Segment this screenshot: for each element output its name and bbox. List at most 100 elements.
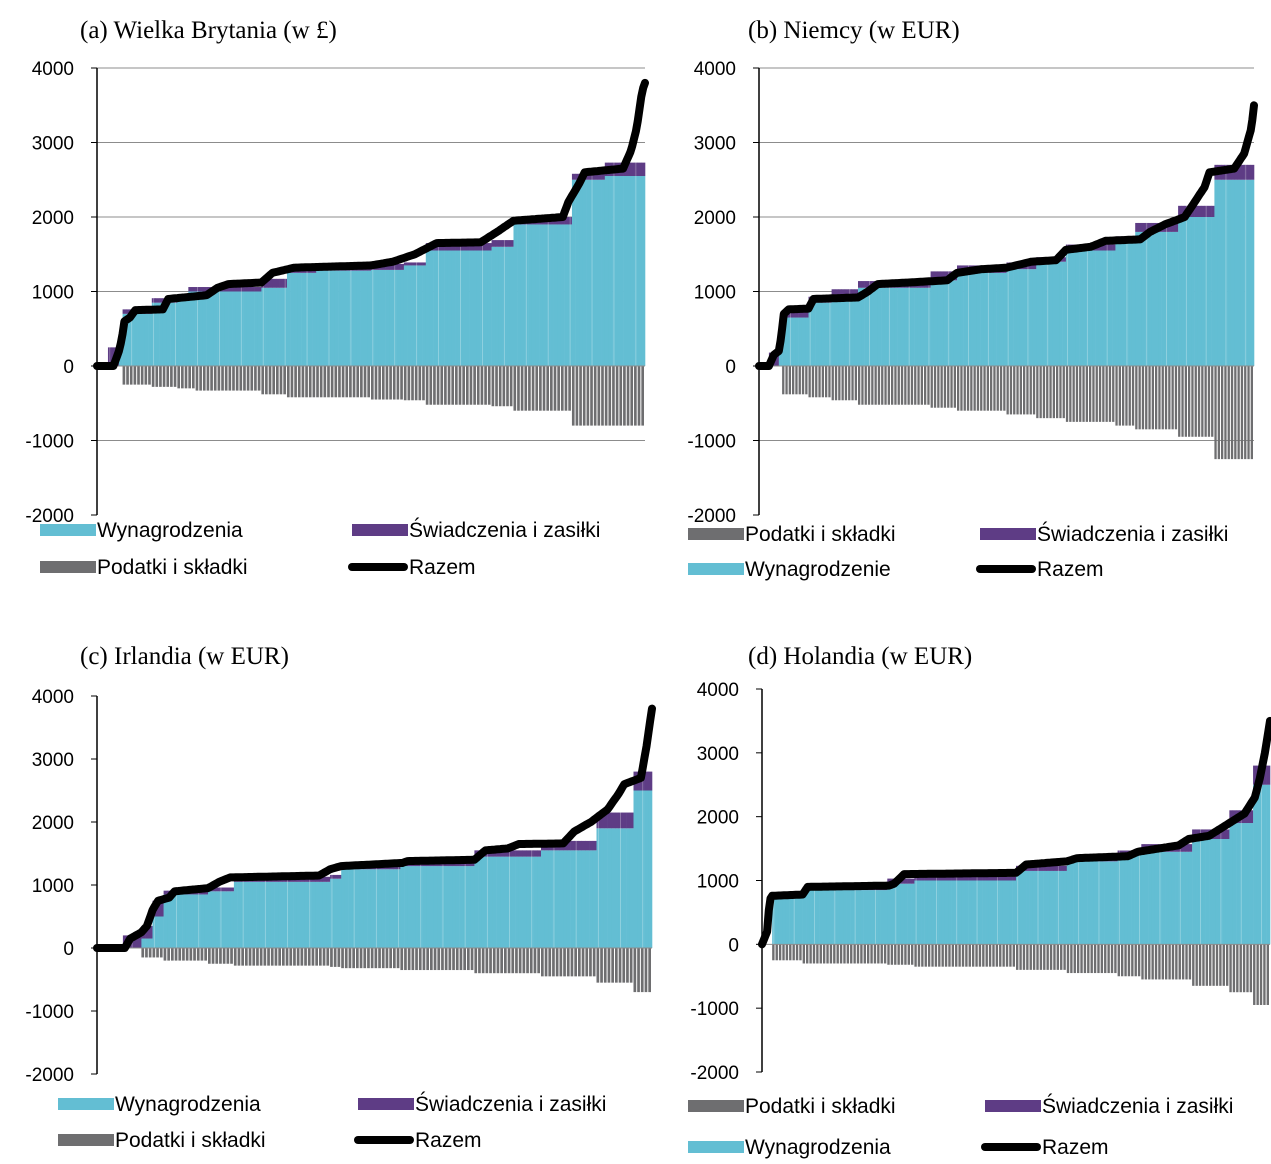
bar-taxes bbox=[883, 944, 887, 964]
bar-taxes bbox=[871, 366, 874, 405]
bar-taxes bbox=[193, 948, 196, 961]
bar-taxes bbox=[433, 948, 437, 971]
bar-wages bbox=[1242, 823, 1247, 945]
bar-taxes bbox=[825, 366, 828, 398]
bar-taxes bbox=[1009, 366, 1013, 415]
bar-wages bbox=[316, 270, 321, 366]
bar-taxes bbox=[965, 944, 968, 967]
bar-taxes bbox=[178, 948, 182, 961]
bar-taxes bbox=[961, 944, 965, 967]
bar-taxes bbox=[982, 944, 985, 967]
bar-wages bbox=[1195, 839, 1200, 945]
bar-taxes bbox=[597, 366, 601, 426]
bar-taxes bbox=[265, 366, 268, 395]
bar-taxes bbox=[155, 366, 159, 387]
bar-wages bbox=[360, 270, 364, 366]
bar-taxes bbox=[805, 366, 808, 395]
bar-benefits bbox=[566, 840, 571, 851]
bar-taxes bbox=[1141, 944, 1144, 980]
bar-taxes bbox=[792, 944, 795, 961]
bar-benefits bbox=[568, 217, 573, 225]
bar-wages bbox=[881, 287, 885, 366]
bar-benefits bbox=[1197, 205, 1202, 217]
bar-benefits bbox=[396, 263, 401, 270]
bar-taxes bbox=[267, 948, 270, 966]
bar-wages bbox=[585, 850, 590, 948]
bar-taxes bbox=[914, 944, 917, 967]
bar-benefits bbox=[163, 890, 168, 895]
bar-benefits bbox=[1253, 765, 1257, 785]
bar-benefits bbox=[641, 162, 646, 177]
bar-wages bbox=[1151, 851, 1156, 945]
bar-taxes bbox=[518, 948, 522, 974]
bar-wages bbox=[963, 272, 968, 366]
bar-benefits bbox=[951, 876, 956, 881]
legend-label: Świadczenia i zasiłki bbox=[1042, 1094, 1233, 1118]
bar-benefits bbox=[1225, 829, 1230, 840]
bar-taxes bbox=[122, 366, 126, 385]
bar-wages bbox=[1137, 854, 1142, 945]
bar-benefits bbox=[648, 771, 653, 791]
bar-taxes bbox=[452, 948, 455, 971]
bar-taxes bbox=[641, 366, 644, 426]
bar-wages bbox=[481, 856, 486, 948]
legend-swatch bbox=[58, 1098, 114, 1110]
bar-taxes bbox=[816, 944, 819, 964]
bar-taxes bbox=[1110, 944, 1114, 974]
bar-wages bbox=[890, 883, 895, 945]
bar-wages bbox=[191, 291, 196, 366]
bar-taxes bbox=[970, 366, 973, 411]
bar-taxes bbox=[904, 366, 907, 405]
bar-wages bbox=[1253, 784, 1257, 945]
bar-wages bbox=[856, 890, 861, 945]
bar-wages bbox=[1026, 269, 1030, 366]
bar-taxes bbox=[930, 366, 933, 408]
bar-wages bbox=[1207, 217, 1212, 366]
bar-taxes bbox=[1029, 944, 1032, 970]
bar-wages bbox=[1104, 861, 1108, 945]
bar-wages bbox=[1168, 851, 1173, 945]
bar-taxes bbox=[159, 366, 162, 387]
bar-wages bbox=[163, 894, 168, 948]
bar-taxes bbox=[1205, 944, 1209, 986]
bar-benefits bbox=[858, 281, 862, 288]
bar-taxes bbox=[407, 366, 411, 401]
bar-wages bbox=[1039, 261, 1044, 366]
bar-taxes bbox=[880, 944, 883, 964]
bar-taxes bbox=[1168, 944, 1171, 980]
bar-taxes bbox=[828, 366, 831, 398]
bar-benefits bbox=[500, 850, 505, 857]
bar-wages bbox=[1026, 870, 1030, 945]
bar-taxes bbox=[415, 948, 418, 971]
y-tick-label: 3000 bbox=[694, 134, 736, 155]
bar-taxes bbox=[1195, 944, 1198, 986]
bar-wages bbox=[526, 856, 531, 948]
bar-taxes bbox=[196, 948, 200, 961]
bar-taxes bbox=[367, 948, 370, 969]
bar-wages bbox=[851, 295, 855, 366]
bar-wages bbox=[1171, 231, 1176, 366]
bar-taxes bbox=[441, 948, 444, 971]
bar-taxes bbox=[999, 944, 1002, 967]
bar-taxes bbox=[637, 948, 640, 993]
bar-wages bbox=[304, 881, 309, 948]
total-line bbox=[93, 704, 656, 952]
bar-taxes bbox=[188, 366, 191, 389]
bar-wages bbox=[447, 250, 452, 366]
bar-wages bbox=[1263, 784, 1267, 945]
bar-wages bbox=[850, 890, 854, 945]
bar-taxes bbox=[282, 948, 285, 966]
bar-benefits bbox=[511, 850, 516, 857]
bar-benefits bbox=[600, 812, 605, 829]
bar-wages bbox=[268, 287, 273, 366]
bar-benefits bbox=[400, 263, 405, 270]
bar-benefits bbox=[250, 287, 255, 292]
bar-taxes bbox=[1104, 944, 1107, 974]
bar-wages bbox=[256, 881, 261, 948]
bar-benefits bbox=[943, 271, 948, 281]
bar-benefits bbox=[268, 278, 273, 288]
bar-wages bbox=[455, 250, 459, 366]
bar-benefits bbox=[498, 240, 503, 247]
bar-wages bbox=[874, 287, 879, 366]
bar-wages bbox=[825, 302, 829, 366]
